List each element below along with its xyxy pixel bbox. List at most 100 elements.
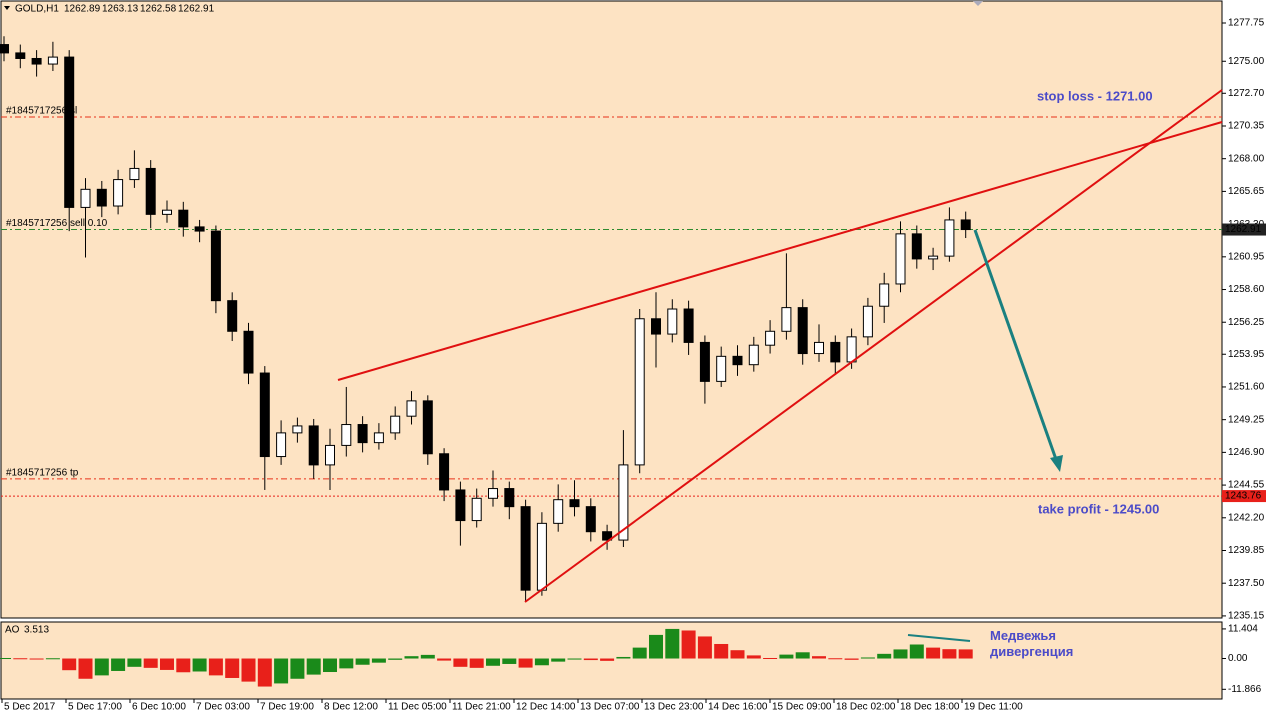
ao-bar xyxy=(420,654,435,659)
ao-bar xyxy=(143,658,158,668)
trend-line-lower xyxy=(524,89,1223,603)
ao-bar xyxy=(909,644,924,659)
ao-bar xyxy=(355,658,370,665)
ao-bar xyxy=(730,650,745,659)
candle-body xyxy=(602,531,613,541)
ao-bar xyxy=(551,658,566,662)
price-panel xyxy=(0,0,1223,619)
x-tick-label: 11 Dec 05:00 xyxy=(388,702,447,713)
candle-body xyxy=(960,219,971,231)
candle-body xyxy=(879,283,890,307)
order-label: #1845717256 tp xyxy=(6,467,79,478)
ao-bar xyxy=(192,658,207,672)
candle-body xyxy=(504,488,515,508)
y-tick-label: 11.404 xyxy=(1228,624,1258,635)
y-tick-label: 1242.20 xyxy=(1228,512,1265,523)
x-tick-label: 18 Dec 02:00 xyxy=(836,702,896,713)
trend-line-upper xyxy=(337,121,1223,381)
candle-body xyxy=(895,233,906,285)
divergence-line xyxy=(907,634,971,642)
ao-bar xyxy=(844,658,859,660)
candle-body xyxy=(471,497,482,522)
ao-current: 3.513 xyxy=(24,625,49,636)
x-tick-label: 8 Dec 12:00 xyxy=(324,702,378,713)
x-tick-label: 14 Dec 16:00 xyxy=(708,702,768,713)
x-tick-label: 13 Dec 07:00 xyxy=(580,702,640,713)
ao-bar xyxy=(763,657,778,659)
ao-bar xyxy=(453,658,468,667)
ao-bar xyxy=(290,658,305,679)
stop-loss-note: stop loss - 1271.00 xyxy=(1037,88,1153,103)
candle-body xyxy=(911,233,922,260)
candle-body xyxy=(439,453,450,491)
x-tick-label: 5 Dec 2017 xyxy=(4,702,56,713)
candle-body xyxy=(162,209,172,215)
candle-body xyxy=(390,415,401,434)
last-price-box xyxy=(1222,223,1266,236)
candle-body xyxy=(113,179,124,207)
candle-body xyxy=(536,522,547,591)
ohlc-close: 1262.91 xyxy=(178,4,215,15)
ao-bar xyxy=(437,658,452,661)
candle-body xyxy=(47,56,58,65)
ao-bar xyxy=(257,658,272,687)
ao-bar xyxy=(339,658,354,669)
candle-body xyxy=(341,424,352,446)
ohlc-open: 1262.89 xyxy=(64,4,101,15)
take-profit-note: take profit - 1245.00 xyxy=(1038,501,1159,516)
candle-body xyxy=(569,499,580,508)
candle-body xyxy=(667,308,678,335)
x-tick-label: 13 Dec 23:00 xyxy=(644,702,704,713)
y-tick-label: 1235.15 xyxy=(1228,611,1265,622)
ao-bar xyxy=(828,658,843,660)
candle-body xyxy=(455,489,466,522)
y-tick-label: 1268.00 xyxy=(1228,153,1265,164)
ao-bar xyxy=(29,658,44,660)
ao-bar xyxy=(860,657,875,659)
ohlc-low: 1262.58 xyxy=(140,4,177,15)
ohlc-high: 1263.13 xyxy=(102,4,139,15)
ao-bar xyxy=(371,658,386,663)
order-label: #1845717256 sell 0.10 xyxy=(6,218,108,229)
ao-bar xyxy=(567,658,582,660)
divergence-note: Медвежья дивергенция xyxy=(990,628,1074,659)
ao-bar xyxy=(111,658,126,671)
y-tick-label: 1260.95 xyxy=(1228,251,1265,262)
y-tick-label: 1258.60 xyxy=(1228,284,1265,295)
y-tick-label: 1253.95 xyxy=(1228,349,1265,360)
ao-bar xyxy=(877,653,892,659)
ao-bar xyxy=(926,647,941,659)
y-tick-label: 1237.50 xyxy=(1228,578,1265,589)
y-tick-label: 1256.25 xyxy=(1228,317,1265,328)
candle-body xyxy=(683,308,694,343)
ao-bar xyxy=(160,658,174,670)
candle-body xyxy=(520,506,531,591)
candle-body xyxy=(732,355,743,366)
candle-body xyxy=(797,307,808,355)
ao-bar xyxy=(274,658,289,684)
y-tick-label: 1277.75 xyxy=(1228,18,1265,29)
x-tick-label: 18 Dec 18:00 xyxy=(900,702,960,713)
plot-layer: #1845717256 sl #1845717256 sell 0.10 #1845… xyxy=(0,36,1222,687)
y-tick-label: 1270.35 xyxy=(1228,121,1265,132)
ao-bar xyxy=(714,643,729,659)
ao-bar xyxy=(404,656,419,659)
candle-body xyxy=(814,341,824,355)
ao-bar xyxy=(812,656,826,659)
candle-body xyxy=(276,432,287,458)
candle-body xyxy=(699,341,710,382)
x-tick-label: 19 Dec 11:00 xyxy=(964,702,1023,713)
candle-body xyxy=(651,318,661,335)
ao-bar xyxy=(697,636,712,659)
ao-bar xyxy=(649,634,663,659)
candle-body xyxy=(373,432,384,444)
ao-bar xyxy=(78,658,93,679)
y-tick-label: 1239.85 xyxy=(1228,545,1265,556)
ao-bar xyxy=(616,656,631,659)
y-tick-label: 1251.60 xyxy=(1228,382,1265,393)
candle-body xyxy=(553,499,564,524)
candle-body xyxy=(765,330,776,346)
y-tick-label: 1272.70 xyxy=(1228,88,1265,99)
candle-body xyxy=(31,57,42,65)
